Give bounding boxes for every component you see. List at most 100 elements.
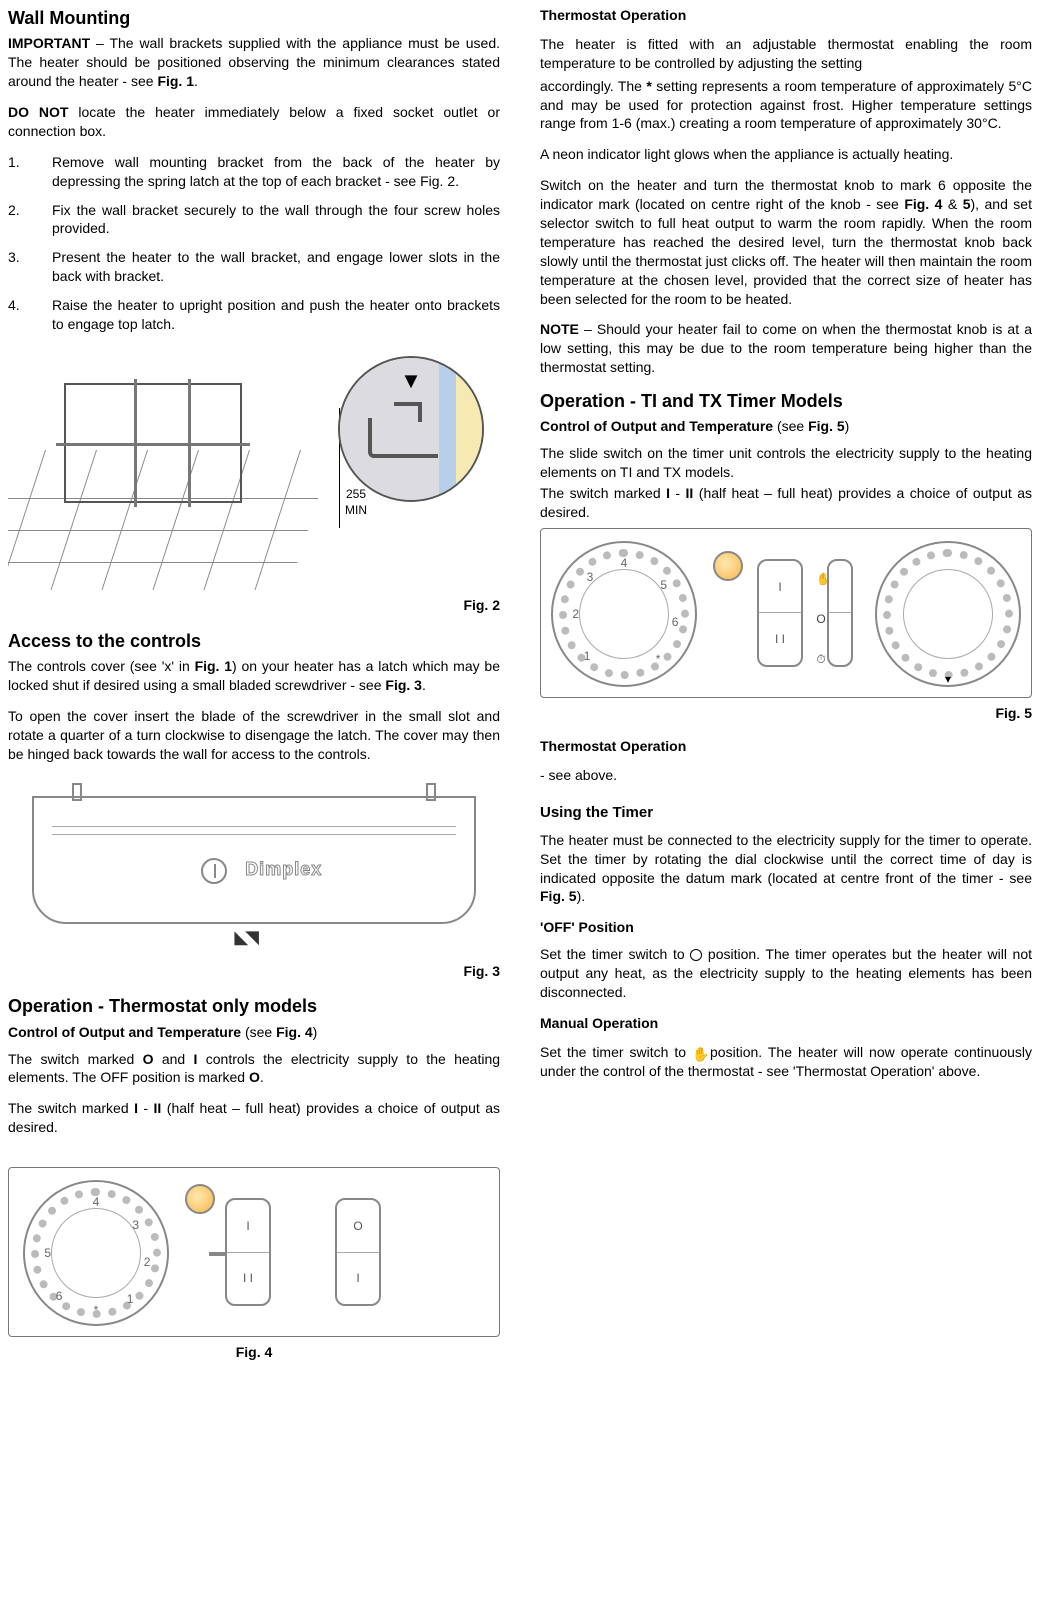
- p1a: The switch marked: [8, 1051, 143, 1067]
- op-timer-p2: The switch marked I - II (half heat – fu…: [540, 484, 1032, 522]
- pilot-light-icon: [185, 1184, 215, 1214]
- list-item: 1.Remove wall mounting bracket from the …: [8, 153, 500, 191]
- step-text: Fix the wall bracket securely to the wal…: [52, 201, 500, 239]
- pilot-light-icon: [713, 551, 743, 581]
- figure-5: 4 5 6 * 1 2 3 I I I ✋ O ⏱: [540, 528, 1032, 698]
- dial-num: 4: [621, 555, 628, 571]
- op-thermo-p1: The switch marked O and I controls the e…: [8, 1050, 500, 1088]
- wm-important: IMPORTANT – The wall brackets supplied w…: [8, 34, 500, 91]
- heading-wall-mounting: Wall Mounting: [8, 6, 500, 30]
- sub-end: ): [845, 418, 850, 434]
- dial-num: 2: [144, 1254, 151, 1270]
- thermo-op2-p1: - see above.: [540, 766, 1032, 785]
- dial-num: *: [94, 1302, 99, 1318]
- timer-slider: [827, 559, 853, 667]
- sub-ref: Fig. 5: [808, 418, 845, 434]
- ut-p1b: ).: [577, 888, 586, 904]
- dial-num: 5: [44, 1245, 51, 1261]
- access-p2: To open the cover insert the blade of th…: [8, 707, 500, 764]
- p2a: The switch marked: [540, 485, 666, 501]
- heading-using-timer: Using the Timer: [540, 803, 1032, 823]
- fig3-caption: Fig. 3: [8, 962, 500, 981]
- to-ref1: Fig. 4: [904, 196, 942, 212]
- heat-rocker: I I I: [757, 559, 803, 667]
- figure-2: 255 MIN ▼: [8, 350, 500, 590]
- wm-donot-rest: locate the heater immediately below a fi…: [8, 104, 500, 139]
- rocker-label: O: [337, 1200, 379, 1253]
- off-pos-p1: Set the timer switch to position. The ti…: [540, 945, 1032, 1002]
- access-ref2: Fig. 3: [385, 677, 422, 693]
- sub-label: Control of Output and Temperature: [8, 1024, 241, 1040]
- dial-num: 6: [672, 614, 679, 630]
- datum-mark-icon: ▾: [945, 671, 951, 687]
- figure-3: Dimplex ◣◥: [8, 776, 500, 956]
- figure-4: 4 3 2 1 * 6 5 I I I O I: [8, 1167, 500, 1337]
- off-p1a: Set the timer switch to: [540, 946, 690, 962]
- hand-icon: ✋: [816, 559, 826, 599]
- step-text: Present the heater to the wall bracket, …: [52, 248, 500, 286]
- sub-label: Control of Output and Temperature: [540, 418, 773, 434]
- timer-dial: ▾: [875, 541, 1021, 687]
- step-num: 4.: [8, 296, 52, 334]
- to-p5: NOTE – Should your heater fail to come o…: [540, 320, 1032, 377]
- heading-off-position: 'OFF' Position: [540, 918, 1032, 937]
- list-item: 4.Raise the heater to upright position a…: [8, 296, 500, 334]
- wm-steps: 1.Remove wall mounting bracket from the …: [8, 153, 500, 334]
- op-thermo-sub: Control of Output and Temperature (see F…: [8, 1023, 500, 1042]
- hand-symbol-icon: ✋: [692, 1045, 704, 1057]
- sub-suffix: (see: [773, 418, 808, 434]
- p2-dash: -: [670, 485, 686, 501]
- to-p3: A neon indicator light glows when the ap…: [540, 145, 1032, 164]
- step-text: Raise the heater to upright position and…: [52, 296, 500, 334]
- ut-ref: Fig. 5: [540, 888, 577, 904]
- step-num: 2.: [8, 201, 52, 239]
- clock-icon: ⏱: [816, 639, 826, 679]
- dial-num: 6: [56, 1288, 63, 1304]
- to-p2: accordingly. The * setting represents a …: [540, 77, 1032, 134]
- to-p1: The heater is fitted with an adjustable …: [540, 35, 1032, 73]
- slim-labels: ✋ O ⏱: [816, 559, 826, 679]
- ut-p1a: The heater must be connected to the elec…: [540, 832, 1032, 886]
- off-label: O: [816, 599, 826, 639]
- to-p5-rest: – Should your heater fail to come on whe…: [540, 321, 1032, 375]
- heading-manual: Manual Operation: [540, 1014, 1032, 1033]
- p2-dash: -: [138, 1100, 154, 1116]
- to-p4b: ), and set selector switch to full heat …: [540, 196, 1032, 306]
- step-num: 1.: [8, 153, 52, 191]
- wm-donot: DO NOT locate the heater immediately bel…: [8, 103, 500, 141]
- p1b: and: [154, 1051, 194, 1067]
- dim-min: MIN: [338, 502, 374, 518]
- fig5-caption: Fig. 5: [540, 704, 1032, 723]
- dial-num: 4: [93, 1194, 100, 1210]
- step-num: 3.: [8, 248, 52, 286]
- dial-num: 1: [584, 648, 591, 664]
- op-timer-sub: Control of Output and Temperature (see F…: [540, 417, 1032, 436]
- access-ref1: Fig. 1: [195, 658, 232, 674]
- heading-op-thermo: Operation - Thermostat only models: [8, 994, 500, 1018]
- heading-op-timer: Operation - TI and TX Timer Models: [540, 389, 1032, 413]
- access-p1c: .: [422, 677, 426, 693]
- wm-ref: Fig. 1: [157, 73, 194, 89]
- wm-p1-end: .: [194, 73, 198, 89]
- rocker-label: I I: [759, 613, 801, 665]
- heading-thermo-op-2: Thermostat Operation: [540, 737, 1032, 756]
- lock-icon: [201, 858, 227, 884]
- fig2-caption: Fig. 2: [8, 596, 500, 615]
- dial-num: 1: [127, 1291, 134, 1307]
- rocker-label: I: [759, 561, 801, 614]
- to-p2a: accordingly. The: [540, 78, 646, 94]
- p1d: .: [260, 1069, 264, 1085]
- dial-num: 2: [572, 606, 579, 622]
- dial-num: 3: [587, 569, 594, 585]
- power-rocker: O I: [335, 1198, 381, 1306]
- list-item: 3.Present the heater to the wall bracket…: [8, 248, 500, 286]
- dial-num: 5: [660, 577, 667, 593]
- dial-num: *: [656, 651, 661, 667]
- rocker-label: I: [227, 1200, 269, 1253]
- op-timer-p1: The slide switch on the timer unit contr…: [540, 444, 1032, 482]
- p1-O: O: [143, 1051, 154, 1067]
- heat-rocker: I I I: [225, 1198, 271, 1306]
- sub-end: ): [313, 1024, 318, 1040]
- off-symbol-icon: [690, 949, 702, 961]
- access-p1a: The controls cover (see 'x' in: [8, 658, 195, 674]
